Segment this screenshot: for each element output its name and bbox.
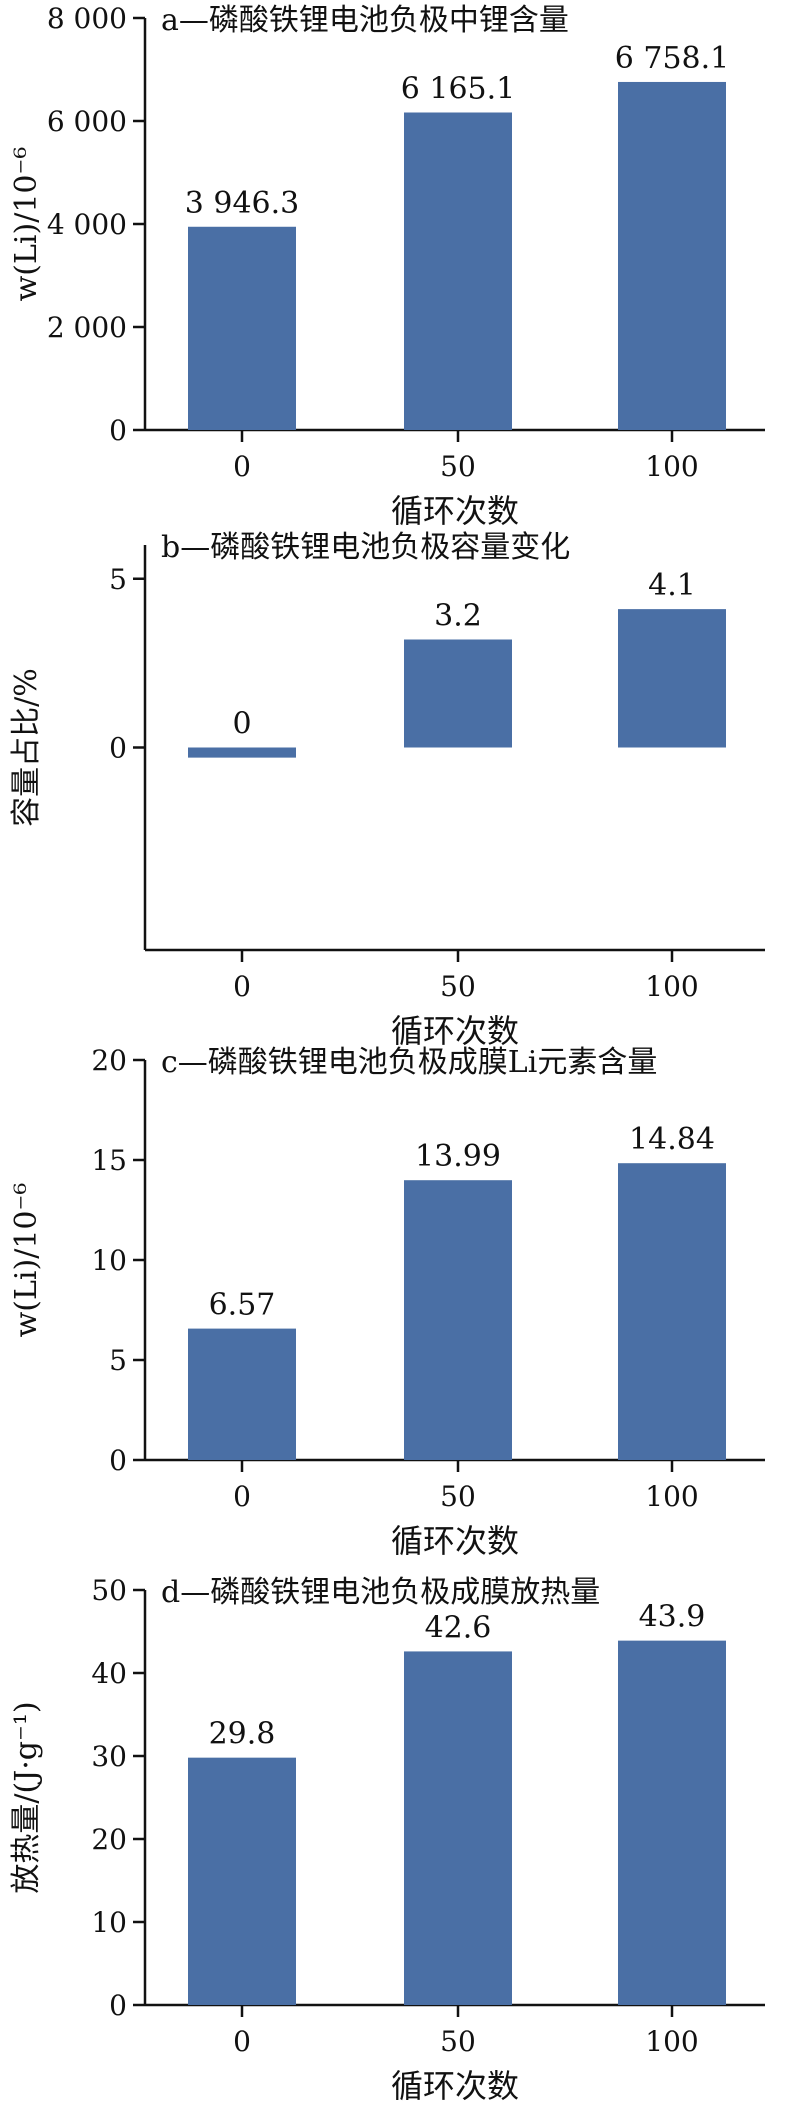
- y-tick-label: 4 000: [47, 208, 127, 241]
- bar-value-label: 6.57: [209, 1288, 276, 1323]
- x-tick-label: 0: [233, 2025, 251, 2058]
- x-axis-title: 循环次数: [391, 2067, 519, 2105]
- panel-title: b—磷酸铁锂电池负极容量变化: [161, 530, 570, 565]
- y-tick-label: 10: [91, 1906, 127, 1939]
- bar-value-label: 4.1: [648, 568, 696, 603]
- bar: [404, 1651, 512, 2005]
- y-tick-label: 0: [109, 1444, 127, 1477]
- chart-panel-a: 0 2 000 4 000 6 000 8 000 3 946.3 0 6 165.1 50 6 …: [9, 2, 765, 530]
- bar-value-label: 3 946.3: [185, 186, 300, 221]
- bar-value-label: 6 165.1: [401, 71, 516, 106]
- y-tick-label: 0: [109, 414, 127, 447]
- y-tick-label: 0: [109, 1989, 127, 2022]
- bar: [618, 1163, 726, 1460]
- panel-title: a—磷酸铁锂电池负极中锂含量: [161, 3, 569, 38]
- y-tick-label: 40: [91, 1657, 127, 1690]
- bar-value-label: 3.2: [434, 599, 482, 634]
- bar-value-label: 6 758.1: [615, 41, 730, 76]
- x-tick-label: 50: [440, 450, 476, 483]
- y-axis-title: 放热量/(J·g⁻¹): [9, 1701, 44, 1893]
- y-tick-label: 15: [91, 1144, 127, 1177]
- y-tick-label: 10: [91, 1244, 127, 1277]
- y-tick-label: 6 000: [47, 105, 127, 138]
- x-tick-label: 0: [233, 1480, 251, 1513]
- panel-title: d—磷酸铁锂电池负极成膜放热量: [161, 1575, 600, 1610]
- y-tick-label: 20: [91, 1823, 127, 1856]
- bar: [404, 1180, 512, 1460]
- y-axis-title: w(Li)/10⁻⁶: [9, 147, 44, 302]
- x-tick-label: 50: [440, 970, 476, 1003]
- bar-value-label: 42.6: [425, 1610, 492, 1645]
- chart-panel-d: 0 10 20 30 40 50 29.8 0 42.6 50 43.9 100 d—磷酸铁锂电池负极成…: [9, 1574, 765, 2105]
- x-tick-label: 100: [645, 450, 698, 483]
- x-tick-label: 100: [645, 970, 698, 1003]
- x-tick-label: 0: [233, 970, 251, 1003]
- bar: [404, 112, 512, 431]
- y-tick-label: 8 000: [47, 2, 127, 35]
- y-axis-title: 容量占比/%: [9, 668, 44, 827]
- x-axis-title: 循环次数: [391, 1012, 519, 1050]
- bar-value-label: 13.99: [415, 1139, 501, 1174]
- bar: [188, 226, 296, 430]
- panel-title: c—磷酸铁锂电池负极成膜Li元素含量: [161, 1045, 657, 1080]
- x-axis-title: 循环次数: [391, 492, 519, 530]
- bar-value-label: 0: [232, 707, 251, 742]
- bar: [188, 1757, 296, 2005]
- bar: [618, 81, 726, 430]
- bar: [618, 609, 726, 748]
- bar-value-label: 43.9: [639, 1600, 706, 1635]
- y-tick-label: 5: [109, 563, 127, 596]
- chart-panel-c: 0 5 10 15 20 6.57 0 13.99 50 14.84 100 c—磷酸铁锂电池负极成膜…: [9, 1044, 765, 1560]
- x-tick-label: 100: [645, 1480, 698, 1513]
- y-tick-label: 2 000: [47, 311, 127, 344]
- y-tick-label: 50: [91, 1574, 127, 1607]
- bar-value-label: 29.8: [209, 1717, 276, 1752]
- x-tick-label: 50: [440, 1480, 476, 1513]
- bar: [188, 1328, 296, 1460]
- y-tick-label: 30: [91, 1740, 127, 1773]
- x-tick-label: 50: [440, 2025, 476, 2058]
- y-tick-label: 0: [109, 732, 127, 765]
- y-tick-label: 5: [109, 1344, 127, 1377]
- x-tick-label: 0: [233, 450, 251, 483]
- bar-value-label: 14.84: [629, 1122, 715, 1157]
- bar: [618, 1640, 726, 2005]
- bar: [188, 747, 296, 758]
- x-axis-title: 循环次数: [391, 1522, 519, 1560]
- x-tick-label: 100: [645, 2025, 698, 2058]
- bar: [404, 639, 512, 748]
- y-tick-label: 20: [91, 1044, 127, 1077]
- y-axis-title: w(Li)/10⁻⁶: [9, 1183, 44, 1338]
